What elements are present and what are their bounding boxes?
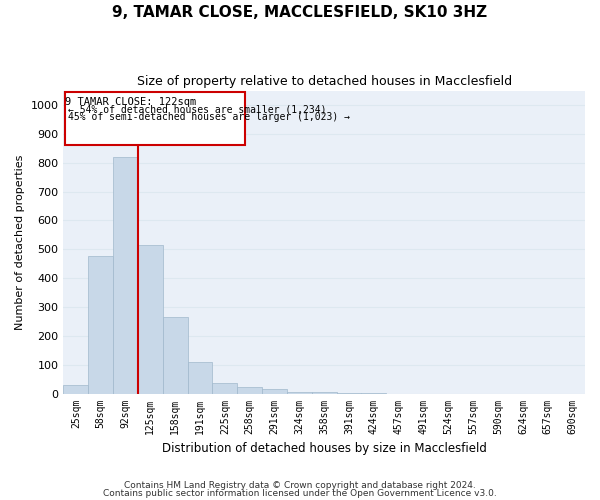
Bar	[212, 382, 237, 394]
Text: 9 TAMAR CLOSE: 122sqm: 9 TAMAR CLOSE: 122sqm	[65, 97, 196, 107]
Title: Size of property relative to detached houses in Macclesfield: Size of property relative to detached ho…	[137, 75, 512, 88]
Bar	[262, 389, 287, 394]
Bar	[113, 157, 138, 394]
Y-axis label: Number of detached properties: Number of detached properties	[15, 154, 25, 330]
X-axis label: Distribution of detached houses by size in Macclesfield: Distribution of detached houses by size …	[162, 442, 487, 455]
Bar	[287, 392, 312, 394]
Bar	[188, 362, 212, 394]
Bar	[237, 387, 262, 394]
Text: Contains public sector information licensed under the Open Government Licence v3: Contains public sector information licen…	[103, 489, 497, 498]
Text: Contains HM Land Registry data © Crown copyright and database right 2024.: Contains HM Land Registry data © Crown c…	[124, 480, 476, 490]
Text: ← 54% of detached houses are smaller (1,234): ← 54% of detached houses are smaller (1,…	[68, 104, 327, 115]
Bar	[64, 386, 88, 394]
Bar	[138, 245, 163, 394]
Bar	[88, 256, 113, 394]
Bar	[337, 393, 361, 394]
Bar	[312, 392, 337, 394]
Bar	[163, 317, 188, 394]
Text: 45% of semi-detached houses are larger (1,023) →: 45% of semi-detached houses are larger (…	[68, 112, 350, 122]
Text: 9, TAMAR CLOSE, MACCLESFIELD, SK10 3HZ: 9, TAMAR CLOSE, MACCLESFIELD, SK10 3HZ	[112, 5, 488, 20]
FancyBboxPatch shape	[65, 92, 245, 145]
